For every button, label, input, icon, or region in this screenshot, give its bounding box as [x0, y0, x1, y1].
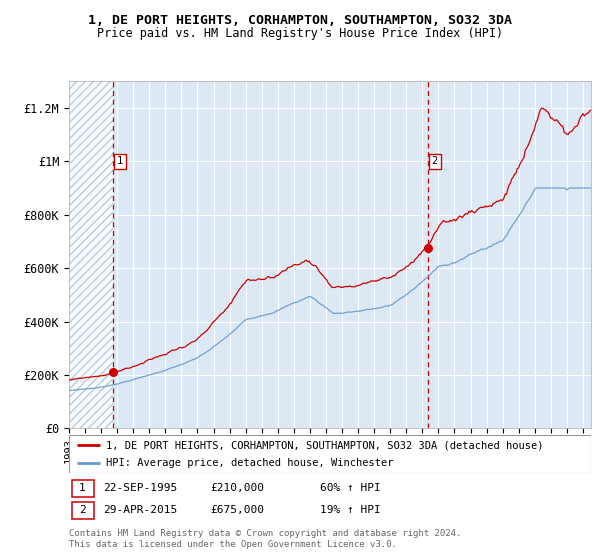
Text: 1, DE PORT HEIGHTS, CORHAMPTON, SOUTHAMPTON, SO32 3DA: 1, DE PORT HEIGHTS, CORHAMPTON, SOUTHAMP… [88, 14, 512, 27]
Text: 29-APR-2015: 29-APR-2015 [103, 505, 177, 515]
Text: HPI: Average price, detached house, Winchester: HPI: Average price, detached house, Winc… [106, 458, 393, 468]
FancyBboxPatch shape [71, 479, 94, 497]
Text: 2: 2 [431, 156, 438, 166]
Text: 19% ↑ HPI: 19% ↑ HPI [320, 505, 380, 515]
Text: 60% ↑ HPI: 60% ↑ HPI [320, 483, 380, 493]
Text: 22-SEP-1995: 22-SEP-1995 [103, 483, 177, 493]
Text: Contains HM Land Registry data © Crown copyright and database right 2024.
This d: Contains HM Land Registry data © Crown c… [69, 529, 461, 549]
Text: £210,000: £210,000 [210, 483, 264, 493]
Text: 2: 2 [79, 505, 86, 515]
Text: Price paid vs. HM Land Registry's House Price Index (HPI): Price paid vs. HM Land Registry's House … [97, 27, 503, 40]
Text: £675,000: £675,000 [210, 505, 264, 515]
Text: 1: 1 [117, 156, 123, 166]
FancyBboxPatch shape [71, 502, 94, 519]
Text: 1: 1 [79, 483, 86, 493]
Text: 1, DE PORT HEIGHTS, CORHAMPTON, SOUTHAMPTON, SO32 3DA (detached house): 1, DE PORT HEIGHTS, CORHAMPTON, SOUTHAMP… [106, 440, 543, 450]
Bar [69, 81, 113, 428]
